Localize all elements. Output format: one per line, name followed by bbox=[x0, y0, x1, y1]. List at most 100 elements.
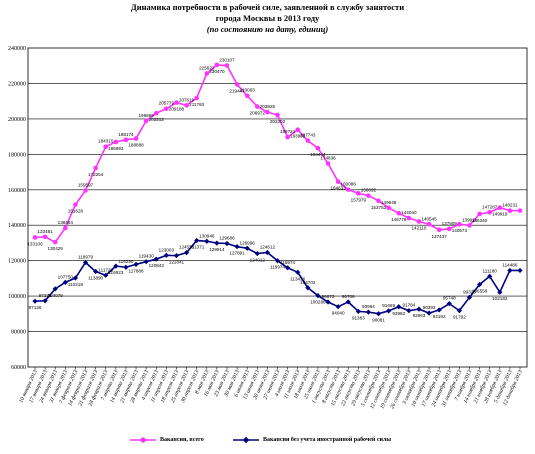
data-point bbox=[497, 289, 503, 295]
data-label: 207619 bbox=[179, 97, 195, 102]
data-point bbox=[133, 136, 139, 141]
data-point bbox=[345, 187, 351, 192]
data-label: 209188 bbox=[169, 107, 185, 112]
data-label: 91784 bbox=[402, 303, 415, 308]
data-point bbox=[497, 205, 503, 210]
data-point bbox=[214, 240, 220, 246]
data-label: 188888 bbox=[128, 143, 144, 148]
data-label: 116923 bbox=[108, 270, 123, 275]
data-point bbox=[42, 298, 48, 304]
data-label: 164633 bbox=[330, 186, 346, 191]
data-label: 97136 bbox=[29, 305, 42, 310]
data-label: 124012 bbox=[250, 258, 266, 263]
data-point bbox=[285, 265, 291, 271]
data-point bbox=[456, 308, 462, 314]
data-label: 107750 bbox=[58, 274, 74, 279]
data-point bbox=[436, 307, 442, 313]
data-label: 183464 bbox=[310, 152, 326, 157]
data-label: 104702 bbox=[300, 280, 316, 285]
data-point bbox=[164, 106, 169, 111]
data-label: 133106 bbox=[27, 241, 43, 246]
data-label: 113890 bbox=[88, 275, 103, 280]
data-point bbox=[446, 301, 452, 307]
data-label: 90393 bbox=[423, 305, 436, 310]
legend-item-total: Вакансии, всего bbox=[130, 436, 204, 444]
data-label: 129686 bbox=[219, 236, 235, 241]
data-point bbox=[174, 100, 179, 105]
data-point bbox=[315, 145, 321, 151]
y-tick-label: 180000 bbox=[8, 152, 26, 158]
data-point bbox=[335, 304, 341, 310]
data-label: 206972 bbox=[250, 111, 266, 116]
data-point bbox=[507, 208, 513, 213]
data-label: 120843 bbox=[149, 263, 165, 268]
data-point bbox=[173, 253, 180, 259]
legend-swatch-domestic bbox=[233, 436, 259, 444]
chart-titles: Динамика потребности в рабочей силе, зая… bbox=[0, 2, 535, 35]
data-point bbox=[72, 275, 79, 281]
data-label: 137437 bbox=[431, 234, 447, 239]
data-label: 111180 bbox=[483, 268, 498, 273]
data-point bbox=[73, 202, 78, 207]
data-label: 230470 bbox=[209, 69, 225, 74]
data-point bbox=[517, 208, 523, 213]
data-label: 147287 bbox=[482, 204, 498, 209]
data-point bbox=[184, 103, 189, 108]
data-label: 90081 bbox=[372, 318, 385, 323]
data-label: 149848 bbox=[381, 200, 397, 205]
data-label: 106558 bbox=[472, 288, 488, 293]
data-point bbox=[315, 293, 321, 299]
data-point bbox=[264, 249, 270, 256]
data-label: 203826 bbox=[260, 104, 276, 109]
data-label: 91383 bbox=[352, 315, 365, 320]
y-tick-label: 140000 bbox=[8, 223, 26, 229]
data-point bbox=[446, 226, 452, 232]
data-label: 95748 bbox=[443, 296, 456, 301]
data-point bbox=[234, 244, 240, 250]
data-label: 219447 bbox=[229, 88, 245, 93]
data-label: 186993 bbox=[108, 146, 124, 151]
data-point bbox=[244, 93, 250, 99]
data-point bbox=[396, 304, 402, 310]
data-label: 111728 bbox=[98, 267, 113, 272]
data-label: 188174 bbox=[118, 132, 134, 137]
data-point bbox=[406, 215, 412, 221]
data-point bbox=[204, 71, 210, 76]
data-point bbox=[426, 221, 432, 227]
legend-label-domestic: Вакансии без учета иностранной рабочей с… bbox=[263, 437, 392, 443]
data-label: 97376 bbox=[39, 293, 52, 298]
data-point bbox=[82, 259, 89, 266]
data-label: 115974 bbox=[280, 260, 295, 265]
data-label: 159597 bbox=[78, 182, 94, 187]
data-label: 126996 bbox=[240, 240, 256, 245]
data-point bbox=[93, 165, 98, 171]
legend-label-total: Вакансии, всего bbox=[160, 437, 204, 443]
data-label: 174836 bbox=[320, 155, 336, 160]
data-point bbox=[113, 263, 119, 269]
y-tick-label: 120000 bbox=[8, 259, 26, 265]
data-label: 127891 bbox=[229, 251, 245, 256]
data-label: 142110 bbox=[411, 225, 426, 230]
data-label: 139911 bbox=[462, 217, 477, 222]
data-label: 96706 bbox=[342, 294, 355, 299]
data-point bbox=[365, 309, 372, 315]
data-point bbox=[295, 127, 301, 133]
data-point bbox=[436, 227, 442, 233]
data-point bbox=[487, 273, 493, 279]
data-label: 146340 bbox=[472, 218, 488, 223]
data-label: 123003 bbox=[159, 247, 175, 252]
data-point bbox=[204, 238, 210, 244]
data-point bbox=[325, 299, 331, 305]
data-point bbox=[345, 299, 351, 305]
data-point bbox=[476, 281, 483, 288]
data-point bbox=[265, 109, 270, 115]
data-label: 122841 bbox=[169, 260, 185, 265]
y-tick-label: 60000 bbox=[11, 365, 26, 371]
data-label: 119430 bbox=[139, 254, 154, 259]
data-label: 91669 bbox=[382, 303, 395, 308]
data-label: 114486 bbox=[502, 262, 517, 267]
data-label: 92663 bbox=[413, 313, 426, 318]
data-point bbox=[133, 261, 139, 268]
data-point bbox=[406, 308, 412, 314]
